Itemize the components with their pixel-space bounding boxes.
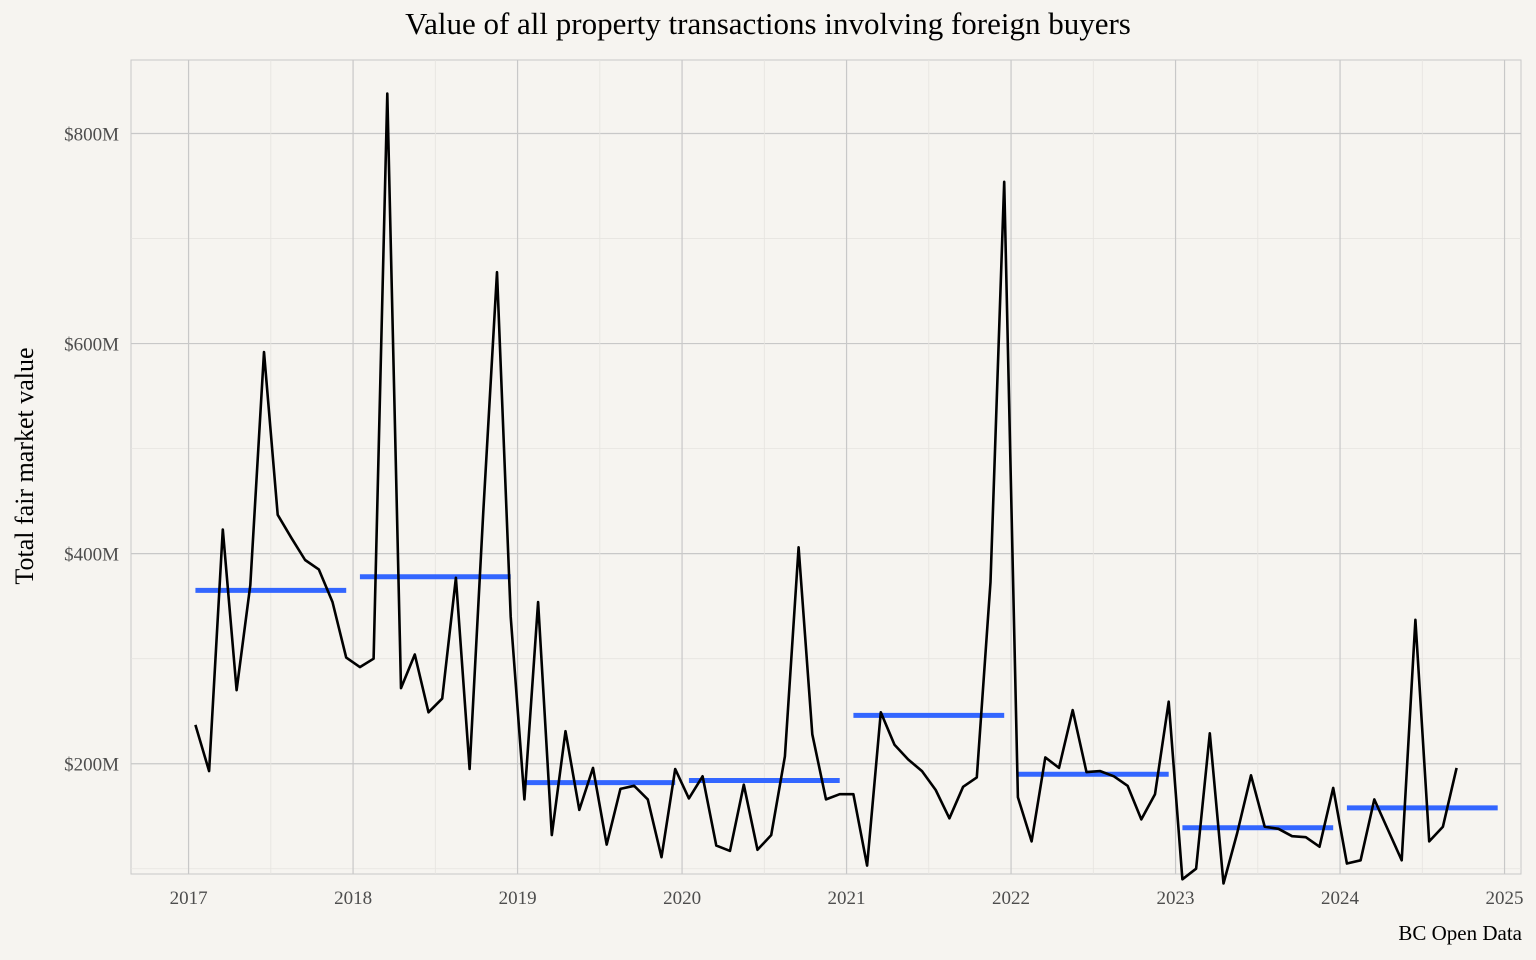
x-tick-label: 2021 bbox=[828, 888, 866, 909]
x-tick-label: 2019 bbox=[499, 888, 537, 909]
y-tick-label: $400M bbox=[64, 545, 119, 566]
chart-caption: BC Open Data bbox=[1398, 921, 1522, 945]
y-tick-labels: $200M $400M $600M $800M bbox=[64, 125, 119, 776]
y-tick-label: $600M bbox=[64, 335, 119, 356]
x-tick-label: 2022 bbox=[992, 888, 1030, 909]
x-tick-label: 2017 bbox=[170, 888, 208, 909]
x-tick-label: 2024 bbox=[1321, 888, 1360, 909]
y-tick-label: $200M bbox=[64, 755, 119, 776]
grid-lines bbox=[131, 60, 1521, 874]
x-tick-label: 2018 bbox=[334, 888, 372, 909]
x-tick-label: 2025 bbox=[1486, 888, 1524, 909]
chart-title: Value of all property transactions invol… bbox=[405, 6, 1131, 41]
monthly-value-line bbox=[194, 92, 1458, 885]
x-tick-label: 2023 bbox=[1157, 888, 1195, 909]
y-tick-label: $800M bbox=[64, 125, 119, 146]
x-tick-label: 2020 bbox=[663, 888, 701, 909]
x-tick-labels: 2017 2018 2019 2020 2021 2022 2023 2024 2025 bbox=[170, 888, 1524, 909]
plot-panel bbox=[130, 59, 1522, 875]
